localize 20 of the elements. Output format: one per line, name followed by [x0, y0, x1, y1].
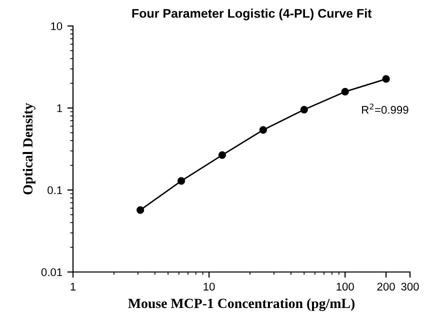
y-tick-label: 10 — [51, 22, 62, 30]
x-tick-label: 100 — [336, 282, 354, 291]
point — [218, 151, 226, 159]
y-tick-label: 0.01 — [41, 268, 62, 276]
x-tick-label: 1 — [70, 282, 76, 290]
y-axis-title: Optical Density — [22, 103, 36, 194]
chart-title: Four Parameter Logistic (4-PL) Curve Fit — [132, 8, 372, 20]
y-tick-label: 0.1 — [48, 186, 62, 194]
point — [177, 177, 186, 185]
x-tick-label: 10 — [204, 282, 215, 291]
point — [300, 106, 308, 114]
annotation: R$^{2}$=0.999 — [362, 104, 408, 114]
x-tick-label: 300 — [401, 282, 419, 291]
x-tick-label: 200 — [377, 282, 395, 291]
y-tick-label: 1 — [57, 104, 62, 112]
point — [259, 126, 268, 134]
point — [136, 206, 144, 214]
point — [382, 75, 390, 83]
point — [341, 88, 349, 96]
x-axis-title: Mouse MCP-1 Concentration (pg/mL) — [128, 298, 354, 312]
